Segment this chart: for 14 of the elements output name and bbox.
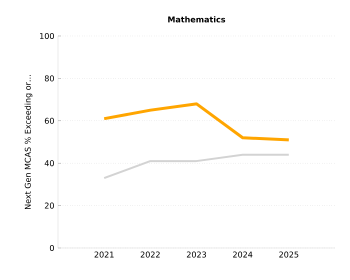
y-tick-label: 80 [44,75,54,82]
y-tick-label: 100 [40,32,54,40]
y-tick-label: 60 [44,118,54,124]
x-tick-label: 2025 [279,252,298,258]
y-axis-title: Next Gen MCAS % Exceeding or… [24,75,32,210]
y-tick-label: 20 [44,202,54,209]
x-tick-label: 2023 [186,252,206,258]
y-tick-label: 40 [44,160,54,166]
line-series [102,102,290,142]
x-tick-label: 2024 [233,252,252,258]
x-tick-label: 2021 [94,252,114,258]
x-tick-label: 2022 [140,252,160,258]
y-tick-label: 0 [50,244,54,252]
chart-title: Mathematics [168,16,226,22]
